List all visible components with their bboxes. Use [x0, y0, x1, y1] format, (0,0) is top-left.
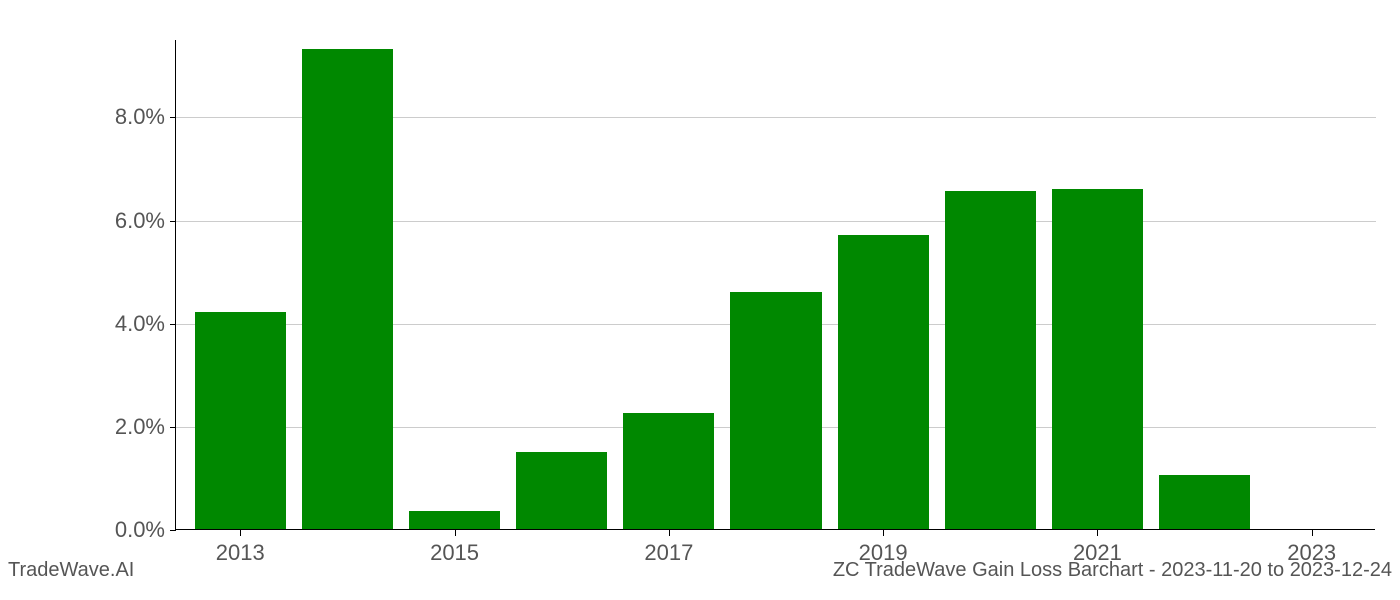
footer-left-text: TradeWave.AI — [8, 559, 134, 582]
ytick-mark — [170, 427, 176, 428]
ytick-mark — [170, 324, 176, 325]
bar — [302, 49, 393, 529]
bar — [838, 235, 929, 529]
ytick-label: 4.0% — [65, 311, 165, 337]
xtick-label: 2017 — [629, 540, 709, 566]
plot-area: 0.0%2.0%4.0%6.0%8.0%20132015201720192021… — [175, 40, 1375, 530]
xtick-label: 2013 — [200, 540, 280, 566]
xtick-mark — [1097, 530, 1098, 536]
ytick-mark — [170, 530, 176, 531]
bar — [409, 511, 500, 529]
xtick-mark — [669, 530, 670, 536]
ytick-label: 2.0% — [65, 414, 165, 440]
bar — [516, 452, 607, 529]
xtick-label: 2015 — [415, 540, 495, 566]
xtick-mark — [883, 530, 884, 536]
bar — [623, 413, 714, 529]
xtick-mark — [240, 530, 241, 536]
ytick-mark — [170, 221, 176, 222]
bar — [1052, 189, 1143, 529]
xtick-mark — [1312, 530, 1313, 536]
xtick-mark — [455, 530, 456, 536]
footer-right-text: ZC TradeWave Gain Loss Barchart - 2023-1… — [833, 559, 1392, 582]
ytick-mark — [170, 117, 176, 118]
bar — [195, 312, 286, 529]
ytick-label: 0.0% — [65, 517, 165, 543]
bar — [1159, 475, 1250, 529]
bar — [945, 191, 1036, 529]
ytick-label: 6.0% — [65, 208, 165, 234]
chart-container: 0.0%2.0%4.0%6.0%8.0%20132015201720192021… — [175, 40, 1375, 530]
bar — [730, 292, 821, 529]
ytick-label: 8.0% — [65, 104, 165, 130]
